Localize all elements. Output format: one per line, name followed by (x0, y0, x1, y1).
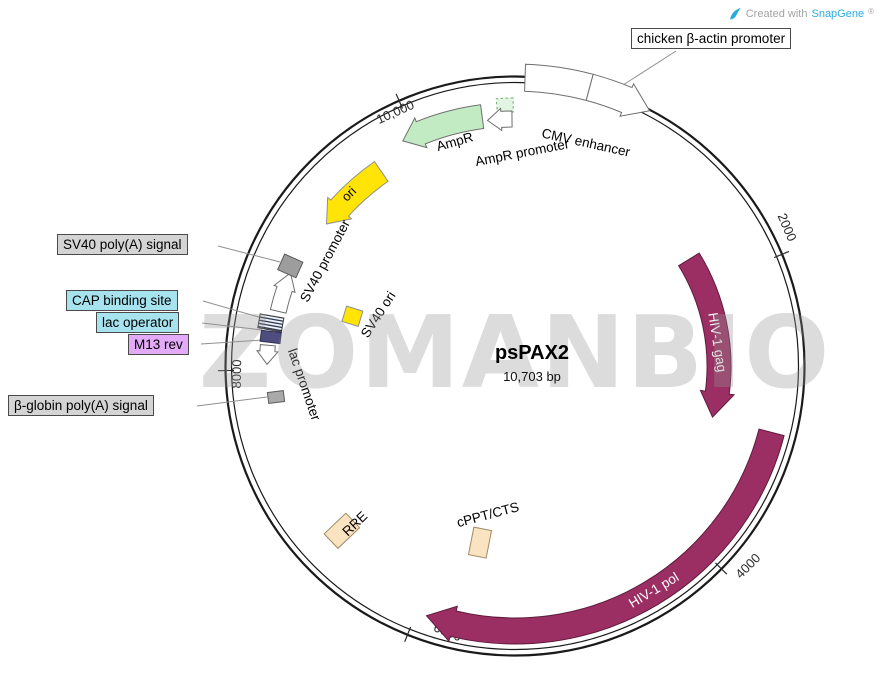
tick-10,000 (395, 93, 404, 109)
feature-cppt-cts (467, 526, 493, 559)
credit-registered-mark: ® (868, 6, 874, 16)
leader-line-2 (202, 300, 263, 319)
leader-line-4 (200, 339, 264, 345)
credit-prefix: Created with (745, 8, 808, 20)
plasmid-size: 10,703 bp (503, 369, 561, 384)
callout-beta-globin-polya-signal: β-globin poly(A) signal (8, 395, 154, 416)
feature-cmv-enhancer (524, 63, 594, 102)
leader-line-3 (201, 322, 263, 331)
map-label-cppt-cts: cPPT/CTS (455, 499, 520, 530)
feature-m13-rev (259, 329, 282, 345)
tick-2000 (774, 250, 790, 259)
map-label-lac-promoter: lac promoter (285, 347, 324, 423)
plasmid-ring-outer (224, 75, 806, 657)
plasmid-title-block: psPAX2 10,703 bp (432, 342, 632, 384)
snapgene-credit: Created with SnapGene ® (729, 7, 874, 21)
snapgene-icon (729, 8, 741, 20)
map-label-sv40-promoter: SV40 promoter (297, 217, 353, 305)
tick-label-2000: 2000 (775, 211, 800, 243)
callout-cap-binding-site: CAP binding site (66, 290, 178, 311)
callout-chicken-b-actin-promoter: chicken β-actin promoter (631, 28, 792, 49)
feature-sv40-ori (341, 305, 364, 328)
credit-brand: SnapGene (811, 8, 865, 20)
tick-6000 (404, 626, 412, 642)
feature-lac-promoter (255, 344, 279, 366)
tick-4000 (715, 562, 728, 575)
callout-m13-rev: M13 rev (128, 334, 189, 355)
callout-sv40-polya-signal: SV40 poly(A) signal (57, 234, 188, 255)
feature-rre (323, 512, 361, 550)
feature-sv40-promoter (269, 272, 296, 314)
feature-ampr (402, 104, 485, 149)
callout-lac-operator: lac operator (96, 312, 180, 333)
feature-cap-binding-site (257, 313, 285, 333)
map-label-sv40-ori: SV40 ori (358, 289, 399, 341)
feature-chicken-b-actin-promoter (585, 73, 651, 117)
map-label-rre: RRE (339, 508, 370, 539)
tick-label-8000: 8000 (229, 359, 245, 388)
feature-ori (325, 160, 389, 225)
leader-line-0 (619, 50, 677, 88)
map-label-ampr-promoter: AmpR promoter (474, 136, 571, 169)
plasmid-name: psPAX2 (494, 342, 570, 364)
feature-ampr-promoter (486, 107, 513, 132)
feature-beta-globin-polya-signal (266, 389, 286, 405)
feature-hiv1-gag (678, 252, 736, 418)
leader-line-1 (217, 245, 281, 263)
feature-hiv1-pol (425, 428, 785, 645)
leader-line-5 (196, 396, 268, 407)
feature-sv40-polya-signal (277, 253, 304, 279)
tick-label-4000: 4000 (732, 550, 763, 581)
plasmid-ring-inner (230, 81, 800, 651)
